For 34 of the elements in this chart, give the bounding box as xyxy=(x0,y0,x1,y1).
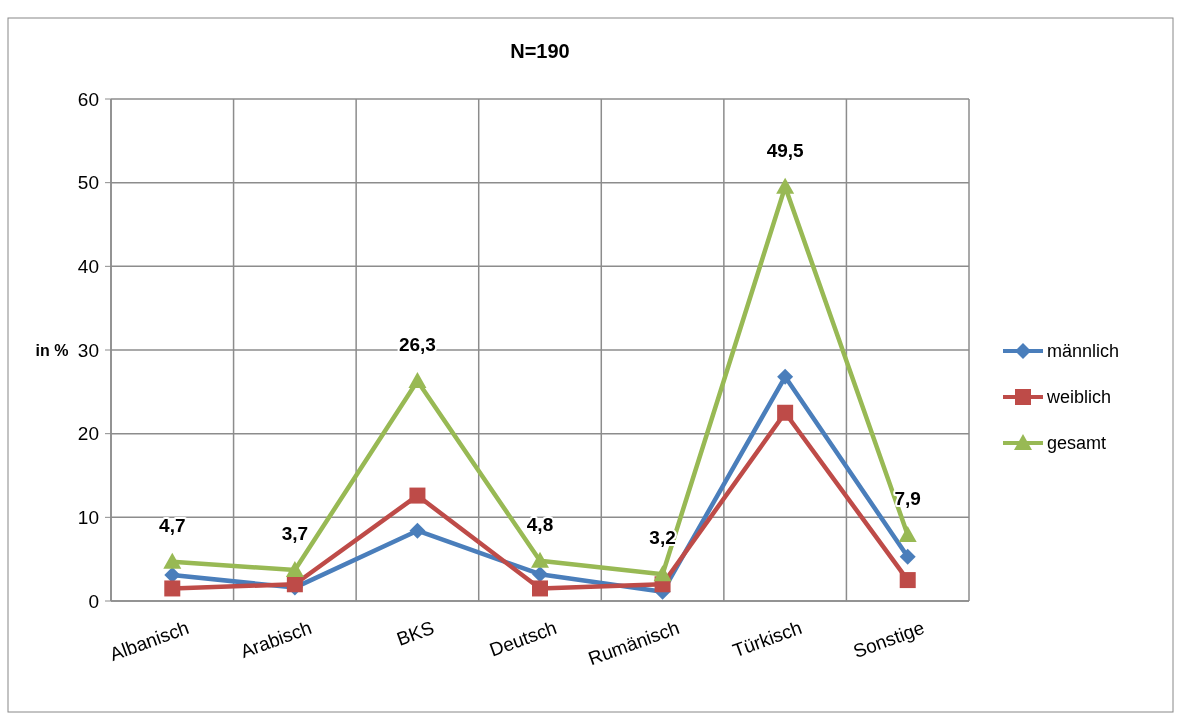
y-tick-label: 10 xyxy=(77,506,99,528)
y-tick-label: 30 xyxy=(77,339,99,361)
y-tick-label: 60 xyxy=(77,88,99,110)
point xyxy=(653,565,672,582)
point xyxy=(776,177,795,194)
y-tick-label: 40 xyxy=(77,255,99,277)
data-label: 3,7 xyxy=(281,523,309,545)
y-tick-label: 50 xyxy=(77,172,99,194)
point xyxy=(899,572,916,589)
point xyxy=(777,404,794,421)
data-label: 49,5 xyxy=(766,139,805,161)
legend-label: weiblich xyxy=(1046,387,1112,408)
point xyxy=(531,551,549,568)
data-label: 4,8 xyxy=(526,513,554,535)
legend-label: männlich xyxy=(1047,341,1120,362)
y-axis-title: in % xyxy=(35,341,69,359)
point xyxy=(163,552,182,569)
point xyxy=(409,522,426,539)
point xyxy=(285,561,304,578)
data-label: 26,3 xyxy=(398,333,436,355)
x-tick-label: BKS xyxy=(393,617,437,650)
legend-label: gesamt xyxy=(1047,433,1107,454)
point xyxy=(532,566,548,583)
y-tick-label: 20 xyxy=(77,423,99,445)
chart-title: N=190 xyxy=(510,40,570,62)
data-label: 4,7 xyxy=(159,514,186,536)
point xyxy=(409,487,426,504)
point xyxy=(408,371,427,388)
y-tick-label: 0 xyxy=(88,590,99,612)
point xyxy=(532,580,548,597)
point xyxy=(899,548,916,565)
point xyxy=(898,525,917,542)
point xyxy=(164,580,181,597)
point xyxy=(777,368,794,385)
